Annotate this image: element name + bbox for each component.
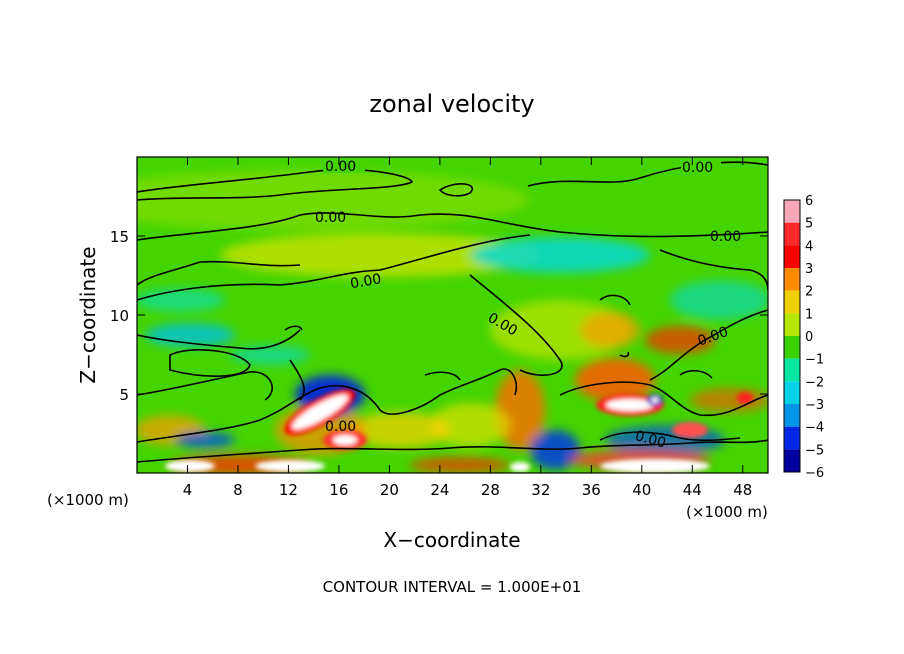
- x-tick-label: 28: [481, 481, 500, 499]
- x-tick-label: 40: [632, 481, 651, 499]
- colorbar-label: −1: [805, 353, 824, 368]
- colorbar-label: 0: [805, 330, 813, 345]
- x-tick-label: 32: [531, 481, 550, 499]
- contour-label: 0.00: [325, 419, 356, 435]
- colorbar-label: −2: [805, 375, 824, 390]
- colorbar: 6 5 4 3 2 1 0 −1 −2 −3 −4 −5 −6: [783, 194, 824, 481]
- x-tick-label: 24: [430, 481, 449, 499]
- y-axis: 5 10 15: [110, 228, 768, 404]
- colorbar-swatch: [784, 245, 800, 268]
- colorbar-label: 1: [805, 307, 813, 322]
- contour-label: 0.00: [710, 229, 741, 245]
- x-tick-label: 44: [683, 481, 702, 499]
- colorbar-label: −4: [805, 421, 824, 436]
- colorbar-swatch: [784, 404, 800, 427]
- contour-interval-footer: CONTOUR INTERVAL = 1.000E+01: [323, 578, 582, 596]
- x-tick-label: 36: [582, 481, 601, 499]
- colorbar-label: 5: [805, 217, 813, 232]
- x-tick-label: 8: [233, 481, 243, 499]
- colorbar-swatch: [784, 449, 800, 472]
- chart-title: zonal velocity: [369, 90, 534, 118]
- x-tick-label: 48: [733, 481, 752, 499]
- contour-label: 0.00: [349, 271, 382, 292]
- x-unit-label-left: (×1000 m): [47, 491, 129, 509]
- colorbar-swatch: [784, 268, 800, 291]
- contour-label: 0.00: [315, 210, 346, 226]
- colorbar-label: 3: [805, 262, 813, 277]
- colorbar-swatch: [784, 313, 800, 336]
- y-tick-label: 10: [110, 307, 129, 325]
- colorbar-swatch: [784, 426, 800, 450]
- colorbar-swatch: [784, 336, 800, 359]
- x-tick-label: 20: [380, 481, 399, 499]
- contour-label: 0.00: [325, 159, 356, 175]
- x-tick-label: 12: [279, 481, 298, 499]
- colorbar-swatch: [784, 358, 800, 382]
- heatmap-field: [137, 157, 768, 473]
- zero-contours: [137, 161, 768, 463]
- x-tick-label: 4: [183, 481, 193, 499]
- colorbar-label: −6: [805, 466, 824, 481]
- colorbar-frame: [783, 199, 801, 473]
- contour-label: 0.00: [682, 160, 713, 176]
- colorbar-label: 6: [805, 194, 813, 209]
- colorbar-swatch: [784, 290, 800, 314]
- colorbar-label: 4: [805, 239, 813, 254]
- colorbar-swatch: [784, 222, 800, 246]
- colorbar-swatch: [784, 200, 800, 223]
- contour-labels: 0.00 0.00 0.00 0.00 0.00 0.00 0.00 0.00 …: [315, 157, 741, 452]
- x-axis: 4 8 12 16 20 24 28 32 36 40 44 48: [183, 157, 752, 499]
- x-unit-label-right: (×1000 m): [686, 503, 768, 521]
- colorbar-label: −5: [805, 443, 824, 458]
- x-tick-label: 16: [329, 481, 348, 499]
- y-axis-label: Z−coordinate: [76, 246, 100, 383]
- colorbar-swatch: [784, 381, 800, 404]
- y-tick-label: 15: [110, 228, 129, 246]
- colorbar-label: 2: [805, 285, 813, 300]
- contour-label: 0.00: [633, 428, 667, 452]
- x-axis-label: X−coordinate: [383, 528, 520, 552]
- y-tick-label: 5: [119, 386, 129, 404]
- colorbar-label: −3: [805, 398, 824, 413]
